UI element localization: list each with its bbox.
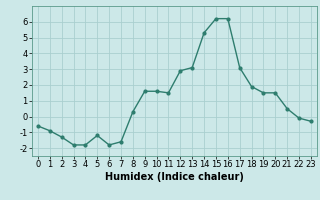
X-axis label: Humidex (Indice chaleur): Humidex (Indice chaleur) [105,172,244,182]
